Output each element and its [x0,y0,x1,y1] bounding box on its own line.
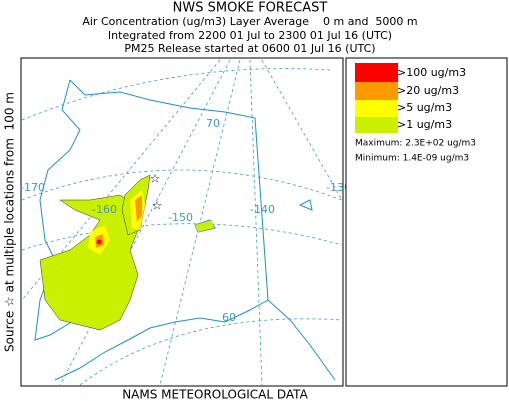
legend-swatch [355,63,398,82]
legend-swatch [355,82,398,100]
smoke-plume [195,220,214,232]
meridian [159,59,241,386]
meridian [59,59,231,386]
lon-label: -140 [250,203,275,216]
map-frame [20,57,344,387]
legend-label: >5 ug/m3 [397,101,452,114]
footer: NAMS METEOROLOGICAL DATA [122,388,308,401]
lon-label: -170 [20,181,45,194]
lon-label: -130 [326,181,351,194]
smoke-peak [96,239,102,245]
meridian [249,59,263,386]
meridian [261,59,343,201]
source-star: ☆ [152,199,163,213]
lat-label: 70 [206,117,220,130]
minimum: Minimum: 1.4E-09 ug/m3 [355,154,469,164]
island [194,199,313,233]
parallel [21,68,331,121]
coastline [34,79,336,381]
legend-label: >1 ug/m3 [397,118,452,131]
subtitle: Integrated from 2200 01 Jul to 2300 01 J… [108,29,392,42]
subtitle: PM25 Release started at 0600 01 Jul 16 (… [124,42,375,55]
legend-swatch [355,117,398,133]
subtitle: Air Concentration (ug/m3) Layer Average … [82,15,417,28]
parallel [21,169,343,201]
legend-label: >100 ug/m3 [397,66,466,79]
lat-label: 60 [222,311,236,324]
side-label: Source ☆ at multiple locations from 100 … [3,92,17,352]
title: NWS SMOKE FORECAST [173,1,328,16]
map: ☆ ☆ -170 -160 -150 -140 -130 70 60 [20,57,351,387]
parallel [79,318,343,386]
parallel [21,223,343,251]
legend: >100 ug/m3 >20 ug/m3 >5 ug/m3 >1 ug/m3 M… [345,57,508,387]
legend-swatch [355,100,398,117]
smoke-plume [135,195,142,222]
lon-label: -160 [92,203,117,216]
source-star: ☆ [150,172,161,186]
legend-label: >20 ug/m3 [397,84,459,97]
lon-label: -150 [168,211,193,224]
maximum: Maximum: 2.3E+02 ug/m3 [355,139,476,149]
